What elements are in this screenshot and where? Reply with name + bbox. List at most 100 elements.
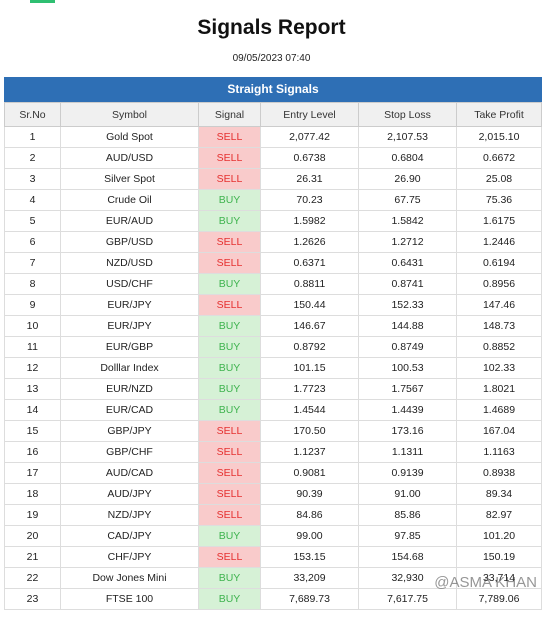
signal-cell: SELL xyxy=(198,294,261,316)
table-cell: 7,689.73 xyxy=(260,588,359,610)
table-row: 2 AUD/USD SELL 0.6738 0.6804 0.6672 xyxy=(4,147,542,169)
table-cell: GBP/USD xyxy=(60,231,199,253)
watermark: @ASMA KHAN xyxy=(434,574,537,591)
table-cell: EUR/GBP xyxy=(60,336,199,358)
table-cell: 1.8021 xyxy=(456,378,542,400)
table-row: 3 Silver Spot SELL 26.31 26.90 25.08 xyxy=(4,168,542,190)
table-cell: 22 xyxy=(4,567,61,589)
table-cell: 0.8792 xyxy=(260,336,359,358)
table-row: 15 GBP/JPY SELL 170.50 173.16 167.04 xyxy=(4,420,542,442)
table-cell: 33,209 xyxy=(260,567,359,589)
table-cell: 1.6175 xyxy=(456,210,542,232)
table-cell: NZD/JPY xyxy=(60,504,199,526)
table-cell: 2,015.10 xyxy=(456,126,542,148)
table-cell: 153.15 xyxy=(260,546,359,568)
table-cell: 1.4544 xyxy=(260,399,359,421)
report-date: 09/05/2023 07:40 xyxy=(232,53,311,64)
table-row: 4 Crude Oil BUY 70.23 67.75 75.36 xyxy=(4,189,542,211)
table-cell: CHF/JPY xyxy=(60,546,199,568)
table-cell: 152.33 xyxy=(358,294,457,316)
table-cell: 84.86 xyxy=(260,504,359,526)
table-cell: 1.4689 xyxy=(456,399,542,421)
table-cell: 1.7567 xyxy=(358,378,457,400)
table-cell: 26.31 xyxy=(260,168,359,190)
table-cell: 7,617.75 xyxy=(358,588,457,610)
table-cell: 9 xyxy=(4,294,61,316)
table-row: 5 EUR/AUD BUY 1.5982 1.5842 1.6175 xyxy=(4,210,542,232)
table-cell: 0.8811 xyxy=(260,273,359,295)
table-cell: 101.15 xyxy=(260,357,359,379)
table-cell: 16 xyxy=(4,441,61,463)
table-cell: 3 xyxy=(4,168,61,190)
table-row: 11 EUR/GBP BUY 0.8792 0.8749 0.8852 xyxy=(4,336,542,358)
table-cell: 102.33 xyxy=(456,357,542,379)
table-cell: 167.04 xyxy=(456,420,542,442)
signal-cell: BUY xyxy=(198,525,261,547)
table-row: 13 EUR/NZD BUY 1.7723 1.7567 1.8021 xyxy=(4,378,542,400)
table-cell: 8 xyxy=(4,273,61,295)
signal-cell: SELL xyxy=(198,504,261,526)
table-cell: 1.5982 xyxy=(260,210,359,232)
table-row: 9 EUR/JPY SELL 150.44 152.33 147.46 xyxy=(4,294,542,316)
table-cell: 12 xyxy=(4,357,61,379)
signal-cell: BUY xyxy=(198,357,261,379)
table-row: 21 CHF/JPY SELL 153.15 154.68 150.19 xyxy=(4,546,542,568)
table-cell: 6 xyxy=(4,231,61,253)
table-row: 19 NZD/JPY SELL 84.86 85.86 82.97 xyxy=(4,504,542,526)
table-cell: 0.8956 xyxy=(456,273,542,295)
signal-cell: BUY xyxy=(198,567,261,589)
table-cell: 7 xyxy=(4,252,61,274)
table-cell: 99.00 xyxy=(260,525,359,547)
table-caption: Straight Signals xyxy=(4,77,542,102)
table-row: 8 USD/CHF BUY 0.8811 0.8741 0.8956 xyxy=(4,273,542,295)
table-cell: 154.68 xyxy=(358,546,457,568)
table-cell: 1.1163 xyxy=(456,441,542,463)
table-cell: 144.88 xyxy=(358,315,457,337)
table-row: 1 Gold Spot SELL 2,077.42 2,107.53 2,015.10 xyxy=(4,126,542,148)
table-cell: AUD/USD xyxy=(60,147,199,169)
table-cell: 147.46 xyxy=(456,294,542,316)
column-header: Entry Level xyxy=(260,102,359,127)
table-cell: 0.6431 xyxy=(358,252,457,274)
table-cell: 1.2626 xyxy=(260,231,359,253)
signal-cell: BUY xyxy=(198,315,261,337)
table-cell: 0.8749 xyxy=(358,336,457,358)
signal-cell: SELL xyxy=(198,441,261,463)
table-row: 17 AUD/CAD SELL 0.9081 0.9139 0.8938 xyxy=(4,462,542,484)
signal-cell: SELL xyxy=(198,420,261,442)
table-cell: 82.97 xyxy=(456,504,542,526)
table-row: 10 EUR/JPY BUY 146.67 144.88 148.73 xyxy=(4,315,542,337)
table-cell: 173.16 xyxy=(358,420,457,442)
table-cell: 170.50 xyxy=(260,420,359,442)
table-cell: 2,107.53 xyxy=(358,126,457,148)
table-cell: 21 xyxy=(4,546,61,568)
table-cell: 89.34 xyxy=(456,483,542,505)
table-cell: 90.39 xyxy=(260,483,359,505)
table-cell: 13 xyxy=(4,378,61,400)
table-cell: 2,077.42 xyxy=(260,126,359,148)
table-cell: Crude Oil xyxy=(60,189,199,211)
table-cell: 0.6804 xyxy=(358,147,457,169)
table-cell: 0.8852 xyxy=(456,336,542,358)
table-cell: EUR/AUD xyxy=(60,210,199,232)
table-cell: 150.44 xyxy=(260,294,359,316)
report-title: Signals Report xyxy=(197,16,346,39)
table-cell: 1.4439 xyxy=(358,399,457,421)
table-cell: GBP/JPY xyxy=(60,420,199,442)
table-cell: 25.08 xyxy=(456,168,542,190)
top-bar xyxy=(30,0,55,3)
signal-cell: SELL xyxy=(198,483,261,505)
signal-cell: BUY xyxy=(198,588,261,610)
table-cell: 100.53 xyxy=(358,357,457,379)
table-cell: 18 xyxy=(4,483,61,505)
table-row: 6 GBP/USD SELL 1.2626 1.2712 1.2446 xyxy=(4,231,542,253)
table-cell: NZD/USD xyxy=(60,252,199,274)
table-cell: 2 xyxy=(4,147,61,169)
table-cell: Gold Spot xyxy=(60,126,199,148)
table-cell: 1.2446 xyxy=(456,231,542,253)
table-cell: GBP/CHF xyxy=(60,441,199,463)
table-cell: 0.9139 xyxy=(358,462,457,484)
table-cell: 85.86 xyxy=(358,504,457,526)
signal-cell: BUY xyxy=(198,336,261,358)
